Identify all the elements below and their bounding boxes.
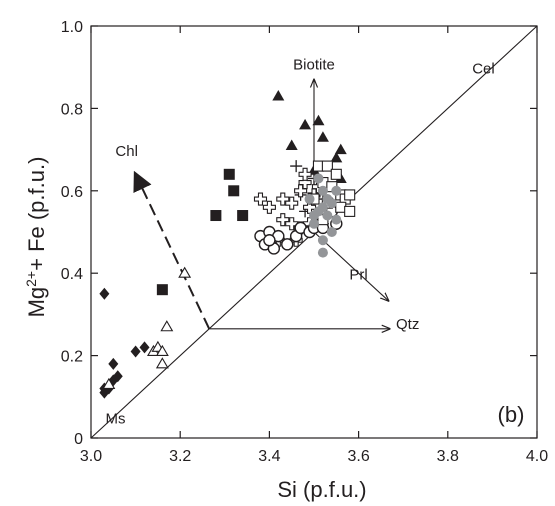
point-plus bbox=[290, 160, 303, 173]
point-filled-triangle bbox=[272, 90, 285, 101]
point-grey-circle bbox=[326, 227, 337, 237]
x-tick-label: 3.6 bbox=[347, 448, 369, 465]
annotation-cel: Cel bbox=[472, 60, 495, 77]
point-open-cross bbox=[276, 213, 290, 227]
point-grey-circle bbox=[309, 210, 319, 221]
data-points bbox=[99, 90, 356, 399]
y-axis-title-rest: + Fe (p.f.u.) bbox=[24, 157, 49, 271]
point-filled-diamond bbox=[99, 287, 110, 300]
y-tick-label: 0.8 bbox=[61, 101, 83, 118]
point-filled-triangle bbox=[330, 151, 343, 163]
y-axis-title-base: Mg bbox=[24, 287, 49, 318]
x-axis-title: Si (p.f.u.) bbox=[277, 477, 366, 502]
point-open-square bbox=[344, 189, 356, 201]
point-filled-square bbox=[228, 185, 240, 197]
y-axis-title: Mg2++ Fe (p.f.u.) bbox=[23, 157, 49, 318]
y-axis-title-sup: 2+ bbox=[23, 271, 39, 287]
point-open-circle bbox=[263, 234, 276, 247]
point-filled-square bbox=[237, 210, 249, 222]
point-grey-circle bbox=[317, 247, 328, 258]
point-open-cross bbox=[285, 196, 299, 210]
plot-border bbox=[90, 25, 538, 439]
point-open-triangle bbox=[102, 377, 116, 389]
point-open-cross bbox=[253, 192, 268, 206]
point-grey-circle bbox=[317, 235, 328, 246]
y-tick-label: 0 bbox=[74, 431, 83, 448]
y-tick-label: 0.2 bbox=[61, 349, 83, 366]
point-grey-circle bbox=[317, 185, 328, 196]
point-filled-square bbox=[156, 284, 168, 296]
annotation-chl: Chl bbox=[115, 143, 138, 160]
annotation-ms: Ms bbox=[106, 411, 126, 428]
point-filled-diamond bbox=[112, 370, 123, 383]
point-filled-square bbox=[210, 210, 222, 222]
y-tick-label: 0.6 bbox=[61, 184, 83, 201]
point-open-cross bbox=[276, 192, 290, 206]
x-tick-label: 3.0 bbox=[80, 448, 102, 465]
point-grey-circle bbox=[322, 210, 333, 221]
point-grey-circle bbox=[331, 214, 342, 225]
point-open-triangle bbox=[155, 344, 169, 357]
point-open-triangle bbox=[160, 320, 174, 332]
point-open-triangle bbox=[178, 266, 192, 278]
x-tick-label: 3.4 bbox=[258, 448, 280, 465]
point-open-cross bbox=[262, 200, 276, 214]
point-open-cross bbox=[285, 217, 299, 231]
point-filled-diamond bbox=[130, 345, 141, 358]
annotation-qtz: Qtz bbox=[396, 316, 419, 333]
point-filled-diamond bbox=[108, 357, 119, 370]
plot-frame bbox=[90, 25, 538, 439]
annotations: Biotite Cel Chl Prl Qtz Ms bbox=[106, 56, 495, 427]
y-tick-label: 1.0 bbox=[61, 19, 83, 36]
point-filled-triangle bbox=[285, 139, 298, 150]
x-tick-label: 3.8 bbox=[437, 448, 459, 465]
x-tick-label: 3.2 bbox=[169, 448, 191, 465]
point-grey-circle bbox=[304, 194, 315, 205]
point-open-square bbox=[330, 168, 342, 180]
point-grey-circle bbox=[331, 185, 342, 196]
annotation-biotite: Biotite bbox=[293, 56, 335, 73]
point-filled-triangle bbox=[334, 143, 347, 155]
point-open-triangle bbox=[155, 357, 169, 369]
y-tick-label: 0.4 bbox=[61, 266, 83, 283]
point-filled-triangle bbox=[299, 118, 312, 130]
point-filled-square bbox=[223, 168, 235, 180]
point-open-circle bbox=[281, 238, 294, 251]
point-open-square bbox=[344, 205, 356, 217]
point-filled-triangle bbox=[316, 131, 329, 142]
point-open-square bbox=[321, 160, 333, 172]
x-tick-label: 4.0 bbox=[526, 448, 548, 465]
point-filled-diamond bbox=[139, 341, 150, 354]
panel-label: (b) bbox=[498, 402, 525, 427]
axis-ticks: 3.0 3.2 3.4 3.6 3.8 4.0 0 0.2 0.4 0.6 0.8 1.0 bbox=[61, 19, 548, 465]
point-open-cross bbox=[298, 167, 312, 181]
point-grey-circle bbox=[313, 173, 324, 184]
point-grey-circle bbox=[309, 218, 319, 229]
point-filled-triangle bbox=[312, 114, 325, 126]
point-grey-circle bbox=[326, 198, 337, 209]
vector-chl bbox=[133, 170, 211, 330]
annotation-prl: Prl bbox=[349, 266, 367, 283]
